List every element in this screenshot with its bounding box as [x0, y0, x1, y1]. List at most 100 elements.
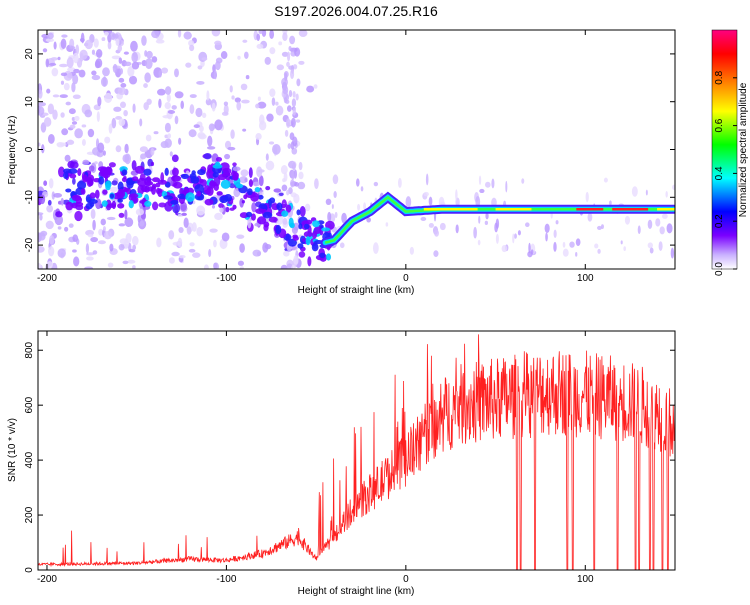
- heatmap-cell: [261, 30, 267, 37]
- heatmap-cell: [87, 128, 95, 138]
- heatmap-cell: [248, 179, 254, 187]
- heatmap-cell: [150, 148, 155, 156]
- snr-y-label: SNR (10 * v/v): [7, 418, 18, 482]
- heatmap-cell: [160, 140, 169, 149]
- heatmap-cell: [73, 52, 79, 64]
- heatmap-cell: [183, 31, 192, 40]
- heatmap-cell: [623, 246, 626, 252]
- heatmap-cell: [275, 101, 279, 106]
- heatmap-cell: [38, 102, 46, 107]
- heatmap-cell: [257, 194, 264, 200]
- heatmap-cell: [425, 173, 429, 186]
- heatmap-cell: [251, 202, 257, 213]
- heatmap-cell: [275, 224, 282, 235]
- heatmap-cell: [112, 63, 118, 73]
- heatmap-cell: [214, 40, 222, 46]
- heatmap-cell: [201, 57, 208, 61]
- heatmap-cell: [118, 223, 126, 227]
- heatmap-cell: [177, 30, 182, 38]
- heatmap-cell: [162, 114, 171, 119]
- heatmap-cell: [186, 226, 192, 235]
- heatmap-cell: [433, 250, 439, 257]
- heatmap-cell: [180, 173, 189, 180]
- heatmap-cell: [59, 63, 68, 68]
- heatmap-cell: [105, 183, 111, 191]
- x-tick-label: -200: [37, 273, 57, 284]
- heatmap-cell: [131, 51, 139, 63]
- heatmap-cell: [102, 76, 107, 87]
- x-tick-label: -100: [216, 273, 236, 284]
- heatmap-cell: [122, 154, 130, 163]
- heatmap-cell: [262, 211, 273, 219]
- heatmap-cell: [118, 57, 123, 64]
- heatmap-cell: [43, 180, 48, 187]
- heatmap-cell: [111, 180, 118, 186]
- heatmap-cell: [250, 213, 256, 221]
- heatmap-cell: [213, 70, 217, 80]
- heatmap-cell: [211, 102, 216, 112]
- heatmap-cell: [109, 193, 115, 199]
- heatmap-cell: [206, 146, 216, 150]
- heatmap-cell: [221, 232, 230, 242]
- heatmap-cell: [123, 109, 128, 117]
- heatmap-cell: [115, 191, 124, 197]
- heatmap-cell: [229, 183, 236, 189]
- heatmap-cell: [85, 243, 90, 254]
- heatmap-cell: [255, 132, 262, 140]
- heatmap-cell: [298, 171, 304, 180]
- heatmap-cell: [214, 119, 223, 131]
- heatmap-cell: [587, 212, 593, 222]
- heatmap-x-ticks: -200 -100 0 100: [37, 30, 594, 284]
- heatmap-cell: [647, 219, 653, 230]
- heatmap-cell: [145, 58, 153, 70]
- heatmap-cell: [91, 49, 96, 55]
- heatmap-cell: [360, 186, 364, 192]
- y-tick-label: 800: [24, 341, 35, 358]
- heatmap-cell: [266, 113, 274, 122]
- heatmap-cell: [372, 242, 379, 254]
- heatmap-cell: [55, 211, 63, 218]
- heatmap-cell: [206, 186, 214, 196]
- heatmap-cell: [242, 128, 247, 132]
- heatmap-cell: [254, 222, 261, 227]
- heatmap-cell: [197, 169, 206, 176]
- heatmap-cell: [285, 204, 292, 213]
- heatmap-cell: [47, 199, 52, 206]
- heatmap-cell: [209, 228, 218, 233]
- heatmap-cell: [275, 105, 284, 116]
- heatmap-cell: [252, 249, 262, 257]
- heatmap-cell: [143, 168, 152, 176]
- heatmap-cell: [164, 167, 169, 176]
- heatmap-cell: [237, 260, 244, 266]
- heatmap-cell: [88, 198, 98, 205]
- heatmap-cell: [91, 70, 97, 76]
- heatmap-cell: [291, 98, 297, 108]
- heatmap-cell: [72, 234, 79, 242]
- heatmap-cell: [211, 30, 221, 37]
- heatmap-cell: [158, 69, 162, 78]
- heatmap-cell: [594, 243, 599, 249]
- heatmap-cell: [290, 141, 295, 150]
- heatmap-cell: [341, 212, 347, 224]
- heatmap-cell: [118, 118, 126, 127]
- heatmap-cell: [269, 47, 276, 55]
- heatmap-cell: [54, 214, 64, 226]
- heatmap-cell: [223, 101, 229, 107]
- heatmap-cell: [321, 227, 331, 232]
- heatmap-cell: [178, 137, 182, 145]
- heatmap-cell: [289, 132, 295, 141]
- heatmap-cell: [172, 202, 181, 214]
- heatmap-cell: [65, 101, 72, 106]
- heatmap-cell: [48, 62, 57, 66]
- heatmap-cell: [202, 112, 207, 118]
- heatmap-cell: [84, 109, 93, 118]
- heatmap-cell: [183, 217, 189, 229]
- heatmap-cell: [281, 210, 289, 217]
- heatmap-cell: [257, 216, 267, 225]
- heatmap-cell: [66, 57, 74, 69]
- heatmap-cell: [115, 145, 122, 153]
- heatmap-cell: [439, 222, 446, 231]
- heatmap-cell: [178, 226, 184, 234]
- heatmap-cell: [245, 74, 250, 80]
- heatmap-cell: [82, 159, 90, 165]
